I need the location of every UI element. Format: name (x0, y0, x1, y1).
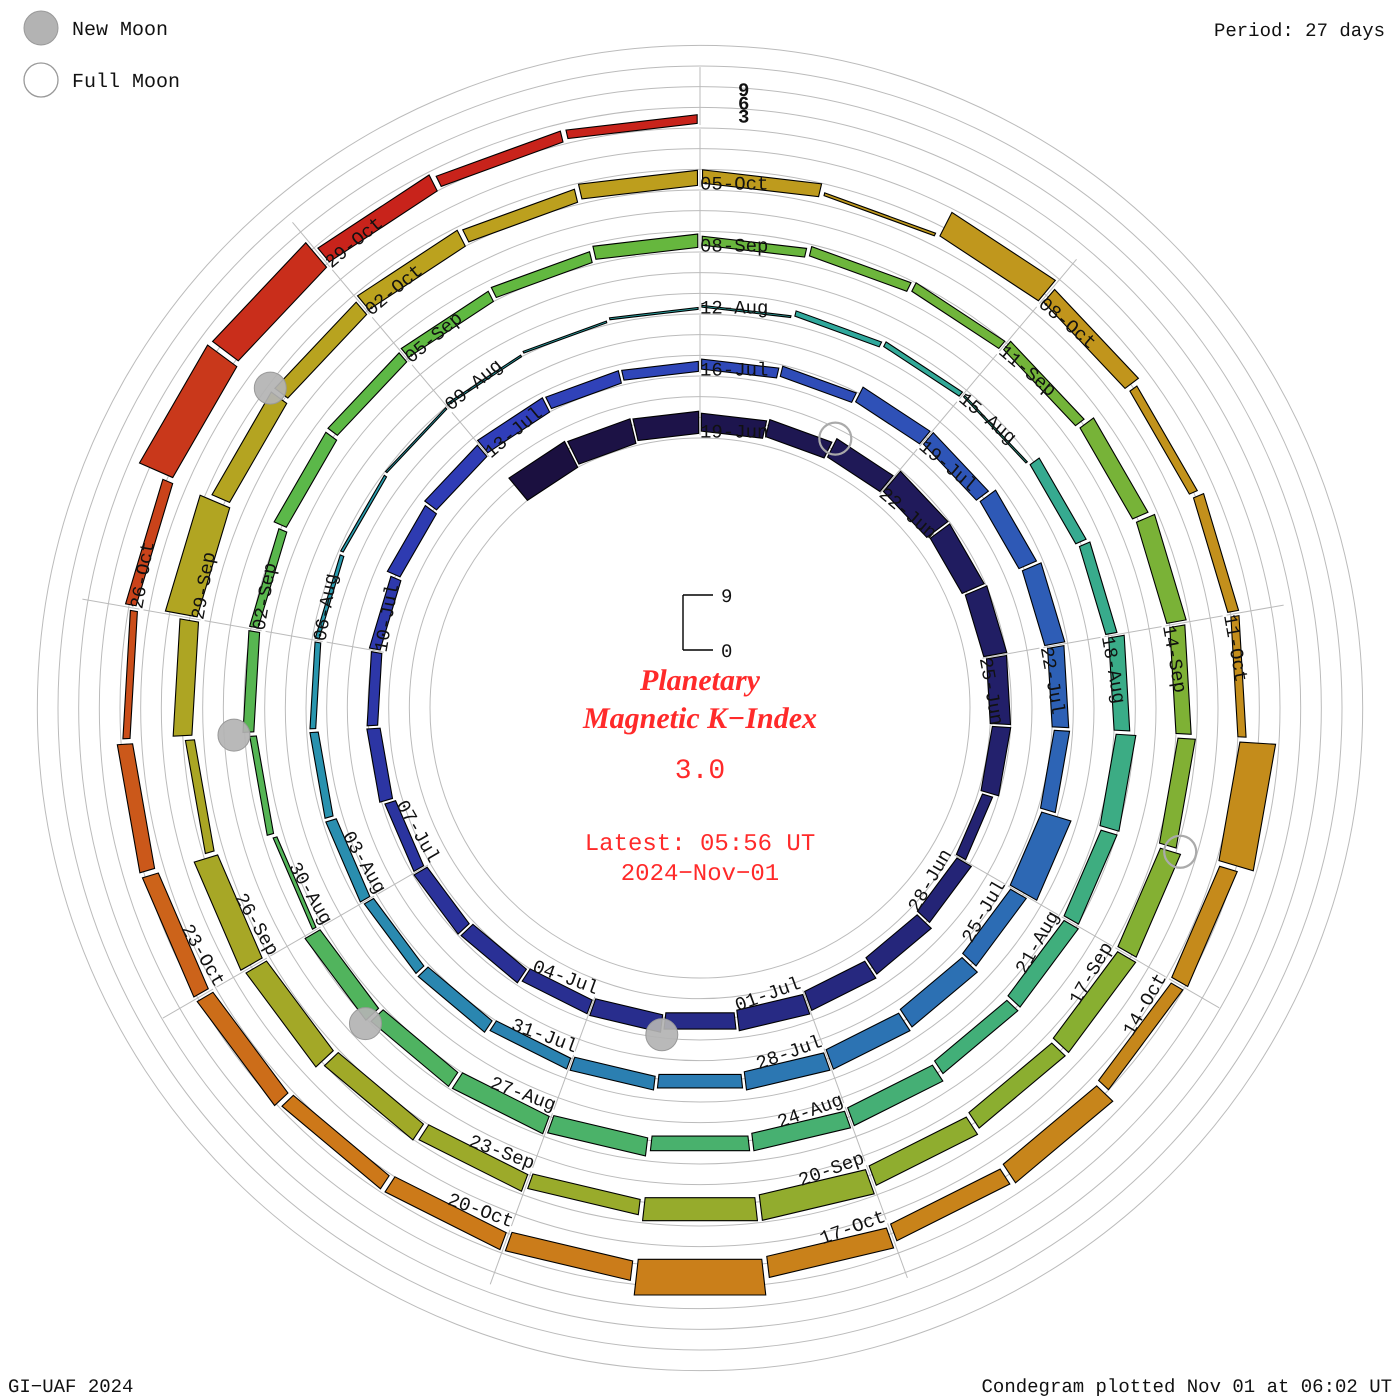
svg-text:0: 0 (721, 641, 732, 663)
svg-text:9: 9 (721, 586, 732, 608)
svg-text:Latest: 05:56 UT: Latest: 05:56 UT (585, 831, 815, 858)
svg-text:2024−Nov−01: 2024−Nov−01 (621, 861, 779, 888)
svg-text:Condegram plotted Nov 01 at 06: Condegram plotted Nov 01 at 06:02 UT (982, 1376, 1392, 1398)
svg-text:Magnetic K−Index: Magnetic K−Index (582, 702, 817, 735)
svg-text:3: 3 (738, 107, 749, 129)
svg-text:16-Jul: 16-Jul (700, 360, 768, 382)
svg-text:3.0: 3.0 (675, 756, 725, 787)
svg-text:Full Moon: Full Moon (72, 71, 180, 94)
svg-text:08-Sep: 08-Sep (700, 236, 768, 258)
svg-text:Period: 27 days: Period: 27 days (1214, 20, 1385, 42)
svg-text:05-Oct: 05-Oct (700, 174, 768, 196)
svg-text:12-Aug: 12-Aug (700, 298, 768, 320)
svg-text:New Moon: New Moon (72, 19, 168, 42)
svg-text:GI−UAF 2024: GI−UAF 2024 (8, 1376, 133, 1398)
svg-text:19-Jun: 19-Jun (700, 422, 768, 444)
svg-text:Planetary: Planetary (639, 664, 761, 697)
